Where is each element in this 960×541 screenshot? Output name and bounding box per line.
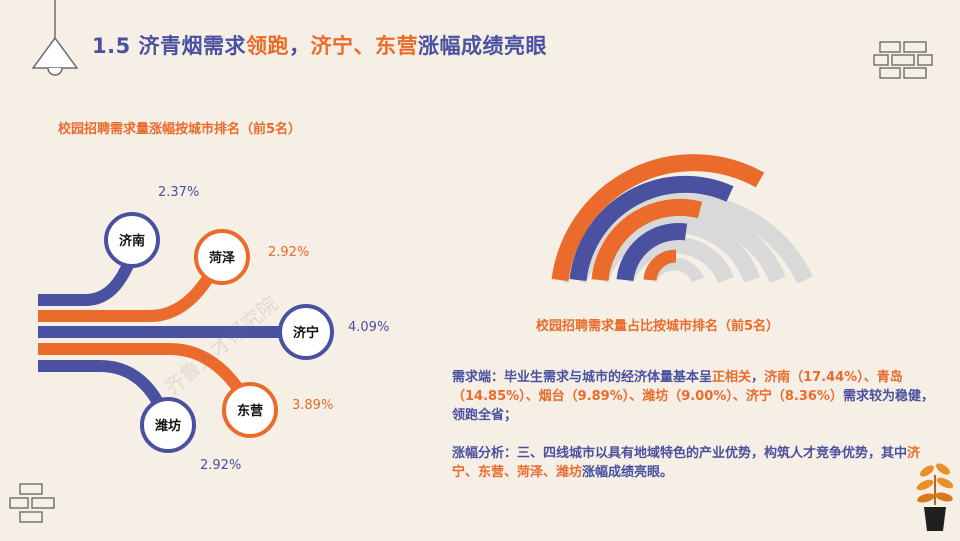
city-node-jinan: 济南 bbox=[104, 212, 160, 268]
city-label-dongying: 东营 bbox=[237, 403, 263, 419]
pct-heze: 2.92% bbox=[268, 245, 309, 260]
lamp-icon bbox=[31, 0, 79, 76]
share-arc-1 bbox=[551, 154, 765, 282]
city-node-weifang: 潍坊 bbox=[140, 397, 196, 453]
share-arc-chart bbox=[551, 154, 813, 284]
city-label-jining: 济宁 bbox=[293, 325, 319, 341]
page-title: 1.5 济青烟需求领跑，济宁、东营涨幅成绩亮眼 bbox=[92, 34, 548, 58]
growth-paragraph: 涨幅分析：三、四线城市以具有地域特色的产业优势，构筑人才竞争优势，其中济宁、东营… bbox=[452, 446, 921, 480]
brick-icon bbox=[873, 41, 933, 79]
demand-paragraph: 需求端：毕业生需求与城市的经济体量基本呈正相关，济南（17.44%）、青岛（14… bbox=[452, 370, 934, 423]
plant-icon bbox=[916, 463, 954, 531]
city-node-jining: 济宁 bbox=[278, 304, 334, 360]
pct-weifang: 2.92% bbox=[200, 458, 241, 473]
pct-dongying: 3.89% bbox=[292, 398, 333, 413]
right-chart-caption: 校园招聘需求量占比按城市排名（前5名） bbox=[536, 319, 780, 334]
city-label-jinan: 济南 bbox=[119, 233, 145, 249]
share-arc-3 bbox=[591, 198, 703, 282]
city-node-heze: 菏泽 bbox=[194, 229, 250, 285]
brick-icon-bottom bbox=[9, 483, 55, 523]
share-arc-4 bbox=[616, 223, 688, 282]
city-label-heze: 菏泽 bbox=[209, 250, 236, 266]
pct-jinan: 2.37% bbox=[158, 185, 199, 200]
share-arc-2 bbox=[569, 175, 734, 282]
share-arc-5 bbox=[643, 249, 677, 281]
left-chart-title: 校园招聘需求量涨幅按城市排名（前5名） bbox=[58, 122, 302, 137]
pct-jining: 4.09% bbox=[348, 320, 389, 335]
city-node-dongying: 东营 bbox=[222, 382, 278, 438]
city-label-weifang: 潍坊 bbox=[155, 418, 181, 434]
